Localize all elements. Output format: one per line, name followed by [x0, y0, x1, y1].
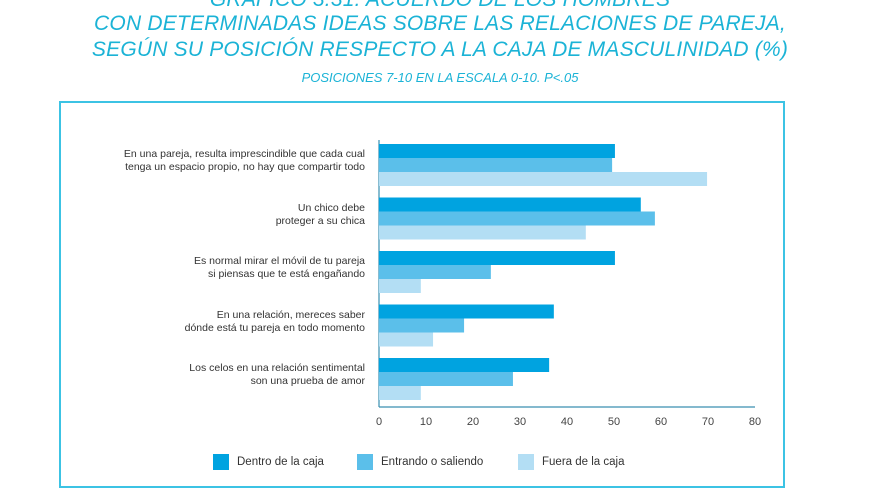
category-label-line: Es normal mirar el móvil de tu pareja — [194, 255, 365, 267]
x-tick-label: 80 — [749, 416, 761, 428]
chart-title-line-1: GRÁFICO 3.31. ACUERDO DE LOS HOMBRES — [0, 0, 880, 12]
category-label: En una pareja, resulta imprescindible qu… — [65, 148, 365, 174]
category-label-line: En una relación, mereces saber — [216, 308, 365, 321]
category-label-line: Los celos en una relación sentimental — [189, 362, 365, 374]
bar-2-4 — [379, 318, 465, 333]
x-tick-label: 30 — [514, 416, 526, 428]
x-tick-label: 70 — [702, 416, 714, 428]
bar-2-3 — [379, 265, 491, 279]
category-label-line: En una pareja, resulta imprescindible qu… — [123, 148, 365, 160]
bar-3-1 — [379, 172, 708, 186]
bar-3-4 — [379, 332, 434, 347]
category-label-line: proteger a su chica — [275, 214, 365, 227]
chart-title-line-3: SEGÚN SU POSICIÓN RESPECTO A LA CAJA DE … — [91, 38, 789, 61]
chart-frame — [59, 101, 785, 488]
bar-1-2 — [379, 197, 641, 212]
x-tick-label: 40 — [561, 416, 573, 428]
bar-2-2 — [379, 211, 655, 226]
category-label-line: tenga un espacio propio, no hay que comp… — [125, 161, 365, 173]
category-label-line: son una prueba de amor — [250, 375, 365, 387]
category-label: Es normal mirar el móvil de tu pareja si … — [65, 255, 365, 281]
x-tick-label: 10 — [420, 416, 432, 428]
legend-item-dentro: Dentro de la caja — [213, 454, 324, 470]
bar-2-1 — [379, 158, 613, 172]
category-label-line: si piensas que te está engañando — [207, 268, 365, 280]
legend-label: Dentro de la caja — [237, 456, 324, 468]
legend-item-entrando: Entrando o saliendo — [357, 454, 483, 470]
category-label: En una relación, mereces saber dónde está… — [65, 309, 365, 335]
category-label: Un chico debe proteger a su chica — [65, 202, 365, 228]
x-tick-label: 60 — [655, 416, 667, 428]
x-tick-label: 50 — [608, 416, 620, 428]
legend-label: Entrando o saliendo — [381, 456, 484, 468]
legend-swatch — [213, 454, 229, 470]
bar-3-5 — [379, 386, 421, 400]
chart-subtitle: POSICIONES 7-10 EN LA ESCALA 0-10. P<.05 — [301, 70, 579, 85]
x-tick-label: 0 — [376, 416, 382, 428]
bar-1-5 — [379, 358, 550, 372]
category-label: Los celos en una relación sentimental son… — [65, 362, 365, 388]
category-label-line: dónde está tu pareja en todo momento — [184, 321, 365, 334]
bar-1-3 — [379, 251, 615, 265]
category-label-line: Un chico debe — [297, 201, 365, 214]
bar-1-1 — [379, 144, 615, 158]
bar-3-2 — [379, 225, 586, 240]
legend-item-fuera: Fuera de la caja — [518, 454, 624, 470]
x-tick-label: 20 — [467, 416, 479, 428]
bar-3-3 — [379, 279, 421, 293]
legend-swatch — [518, 454, 534, 470]
legend-label: Fuera de la caja — [542, 456, 625, 468]
legend-swatch — [357, 454, 373, 470]
chart-title-line-2: CON DETERMINADAS IDEAS SOBRE LAS RELACIO… — [94, 12, 786, 35]
bar-1-4 — [379, 304, 554, 319]
bar-2-5 — [379, 372, 513, 386]
